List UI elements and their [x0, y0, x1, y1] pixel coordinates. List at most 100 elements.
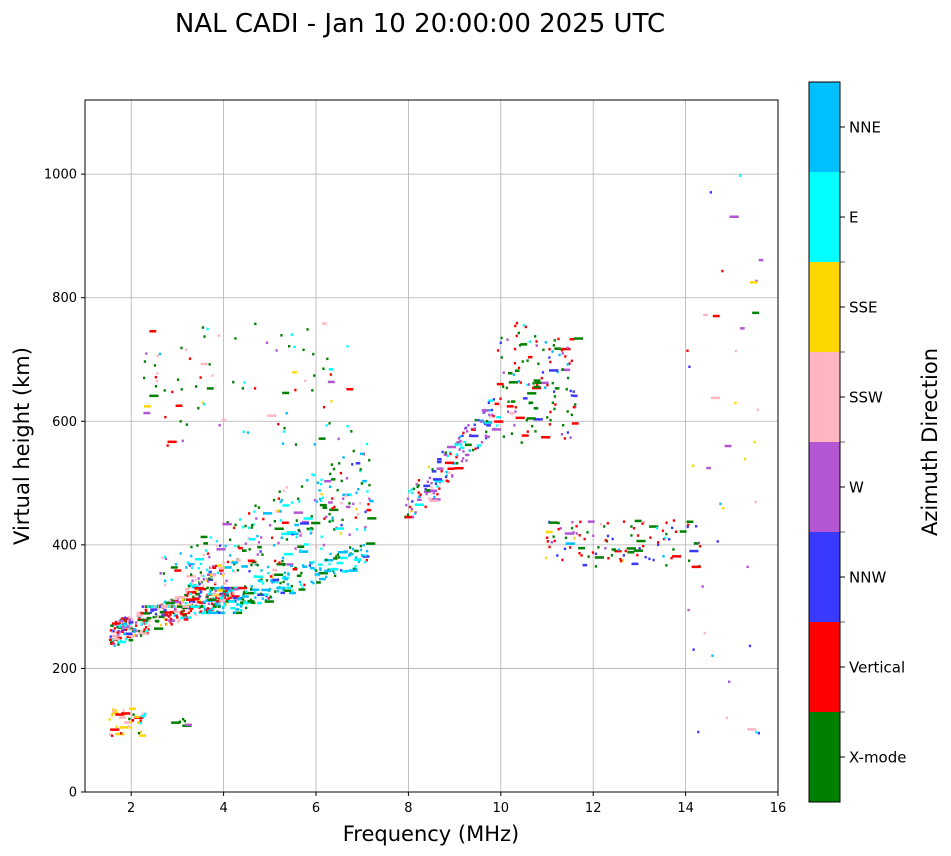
data-point [198, 595, 201, 598]
data-point [229, 596, 232, 600]
data-point [211, 574, 216, 577]
data-point [110, 624, 113, 627]
data-point [112, 710, 115, 713]
data-point [285, 486, 288, 489]
data-point [270, 579, 273, 582]
data-point [272, 568, 277, 572]
data-point [480, 441, 484, 444]
data-point [217, 334, 220, 337]
data-point [144, 622, 147, 625]
data-point [428, 476, 431, 480]
data-point [417, 484, 420, 487]
data-point [724, 444, 732, 448]
data-point [265, 341, 269, 344]
data-point [187, 591, 197, 594]
data-point [200, 574, 203, 577]
data-point [272, 578, 280, 582]
data-point [244, 585, 247, 588]
data-point [333, 505, 336, 509]
data-point [249, 598, 253, 602]
data-point [554, 387, 560, 390]
data-point [415, 482, 418, 486]
data-point [146, 616, 152, 620]
data-point [265, 579, 269, 582]
data-point [124, 620, 128, 623]
data-point [533, 385, 541, 389]
data-point [233, 611, 236, 614]
data-point [149, 330, 157, 333]
data-point [334, 527, 345, 530]
data-point [312, 581, 315, 585]
data-point [168, 605, 171, 608]
data-point [182, 606, 187, 610]
data-point [254, 322, 257, 326]
data-point [276, 563, 286, 566]
data-point [320, 478, 323, 482]
data-point [552, 344, 555, 347]
data-point [575, 525, 578, 528]
data-point [231, 569, 235, 572]
data-point [574, 406, 577, 409]
data-point [563, 547, 567, 551]
data-point [201, 326, 205, 329]
data-point [342, 456, 345, 459]
data-point [238, 546, 243, 550]
data-point [578, 534, 581, 537]
colorbar-segment [809, 712, 840, 802]
data-point [505, 386, 508, 390]
data-point [521, 360, 524, 363]
data-point [295, 519, 298, 522]
data-point [128, 618, 133, 622]
data-point [748, 644, 752, 648]
data-point [672, 519, 676, 522]
data-point [206, 552, 210, 555]
data-point [328, 562, 331, 566]
data-point [134, 628, 137, 631]
data-point [111, 634, 118, 638]
data-point [182, 597, 185, 600]
data-point [416, 485, 419, 489]
data-point [206, 586, 209, 589]
data-point [174, 569, 182, 572]
data-point [189, 616, 192, 619]
data-point [241, 565, 249, 568]
data-point [182, 601, 185, 604]
data-point [197, 577, 200, 580]
data-point [183, 618, 189, 621]
data-point [318, 489, 321, 492]
colorbar-segment [809, 622, 840, 712]
data-point [662, 555, 665, 558]
data-point [443, 453, 446, 456]
data-point [411, 515, 415, 519]
data-point [448, 471, 451, 475]
data-point [634, 519, 642, 523]
data-point [179, 420, 182, 423]
data-point [207, 592, 210, 596]
data-point [514, 410, 517, 413]
data-point [277, 422, 280, 426]
data-point [417, 479, 421, 482]
data-point [209, 590, 212, 593]
data-point [599, 522, 602, 526]
data-point [210, 592, 213, 596]
data-point [432, 478, 443, 481]
data-point [276, 509, 279, 512]
data-point [570, 359, 573, 363]
data-point [636, 553, 639, 557]
data-point [510, 432, 513, 435]
data-point [214, 564, 217, 568]
data-point [414, 511, 417, 514]
data-point [264, 600, 274, 603]
data-point [710, 396, 720, 400]
data-point [324, 559, 334, 562]
data-point [560, 433, 564, 436]
data-point [361, 554, 364, 557]
data-point [128, 621, 134, 624]
data-point [712, 314, 720, 318]
data-point [129, 707, 136, 710]
data-point [471, 448, 475, 452]
data-point [139, 731, 142, 734]
data-point [607, 557, 610, 560]
data-point [310, 515, 313, 518]
data-point [319, 577, 326, 581]
